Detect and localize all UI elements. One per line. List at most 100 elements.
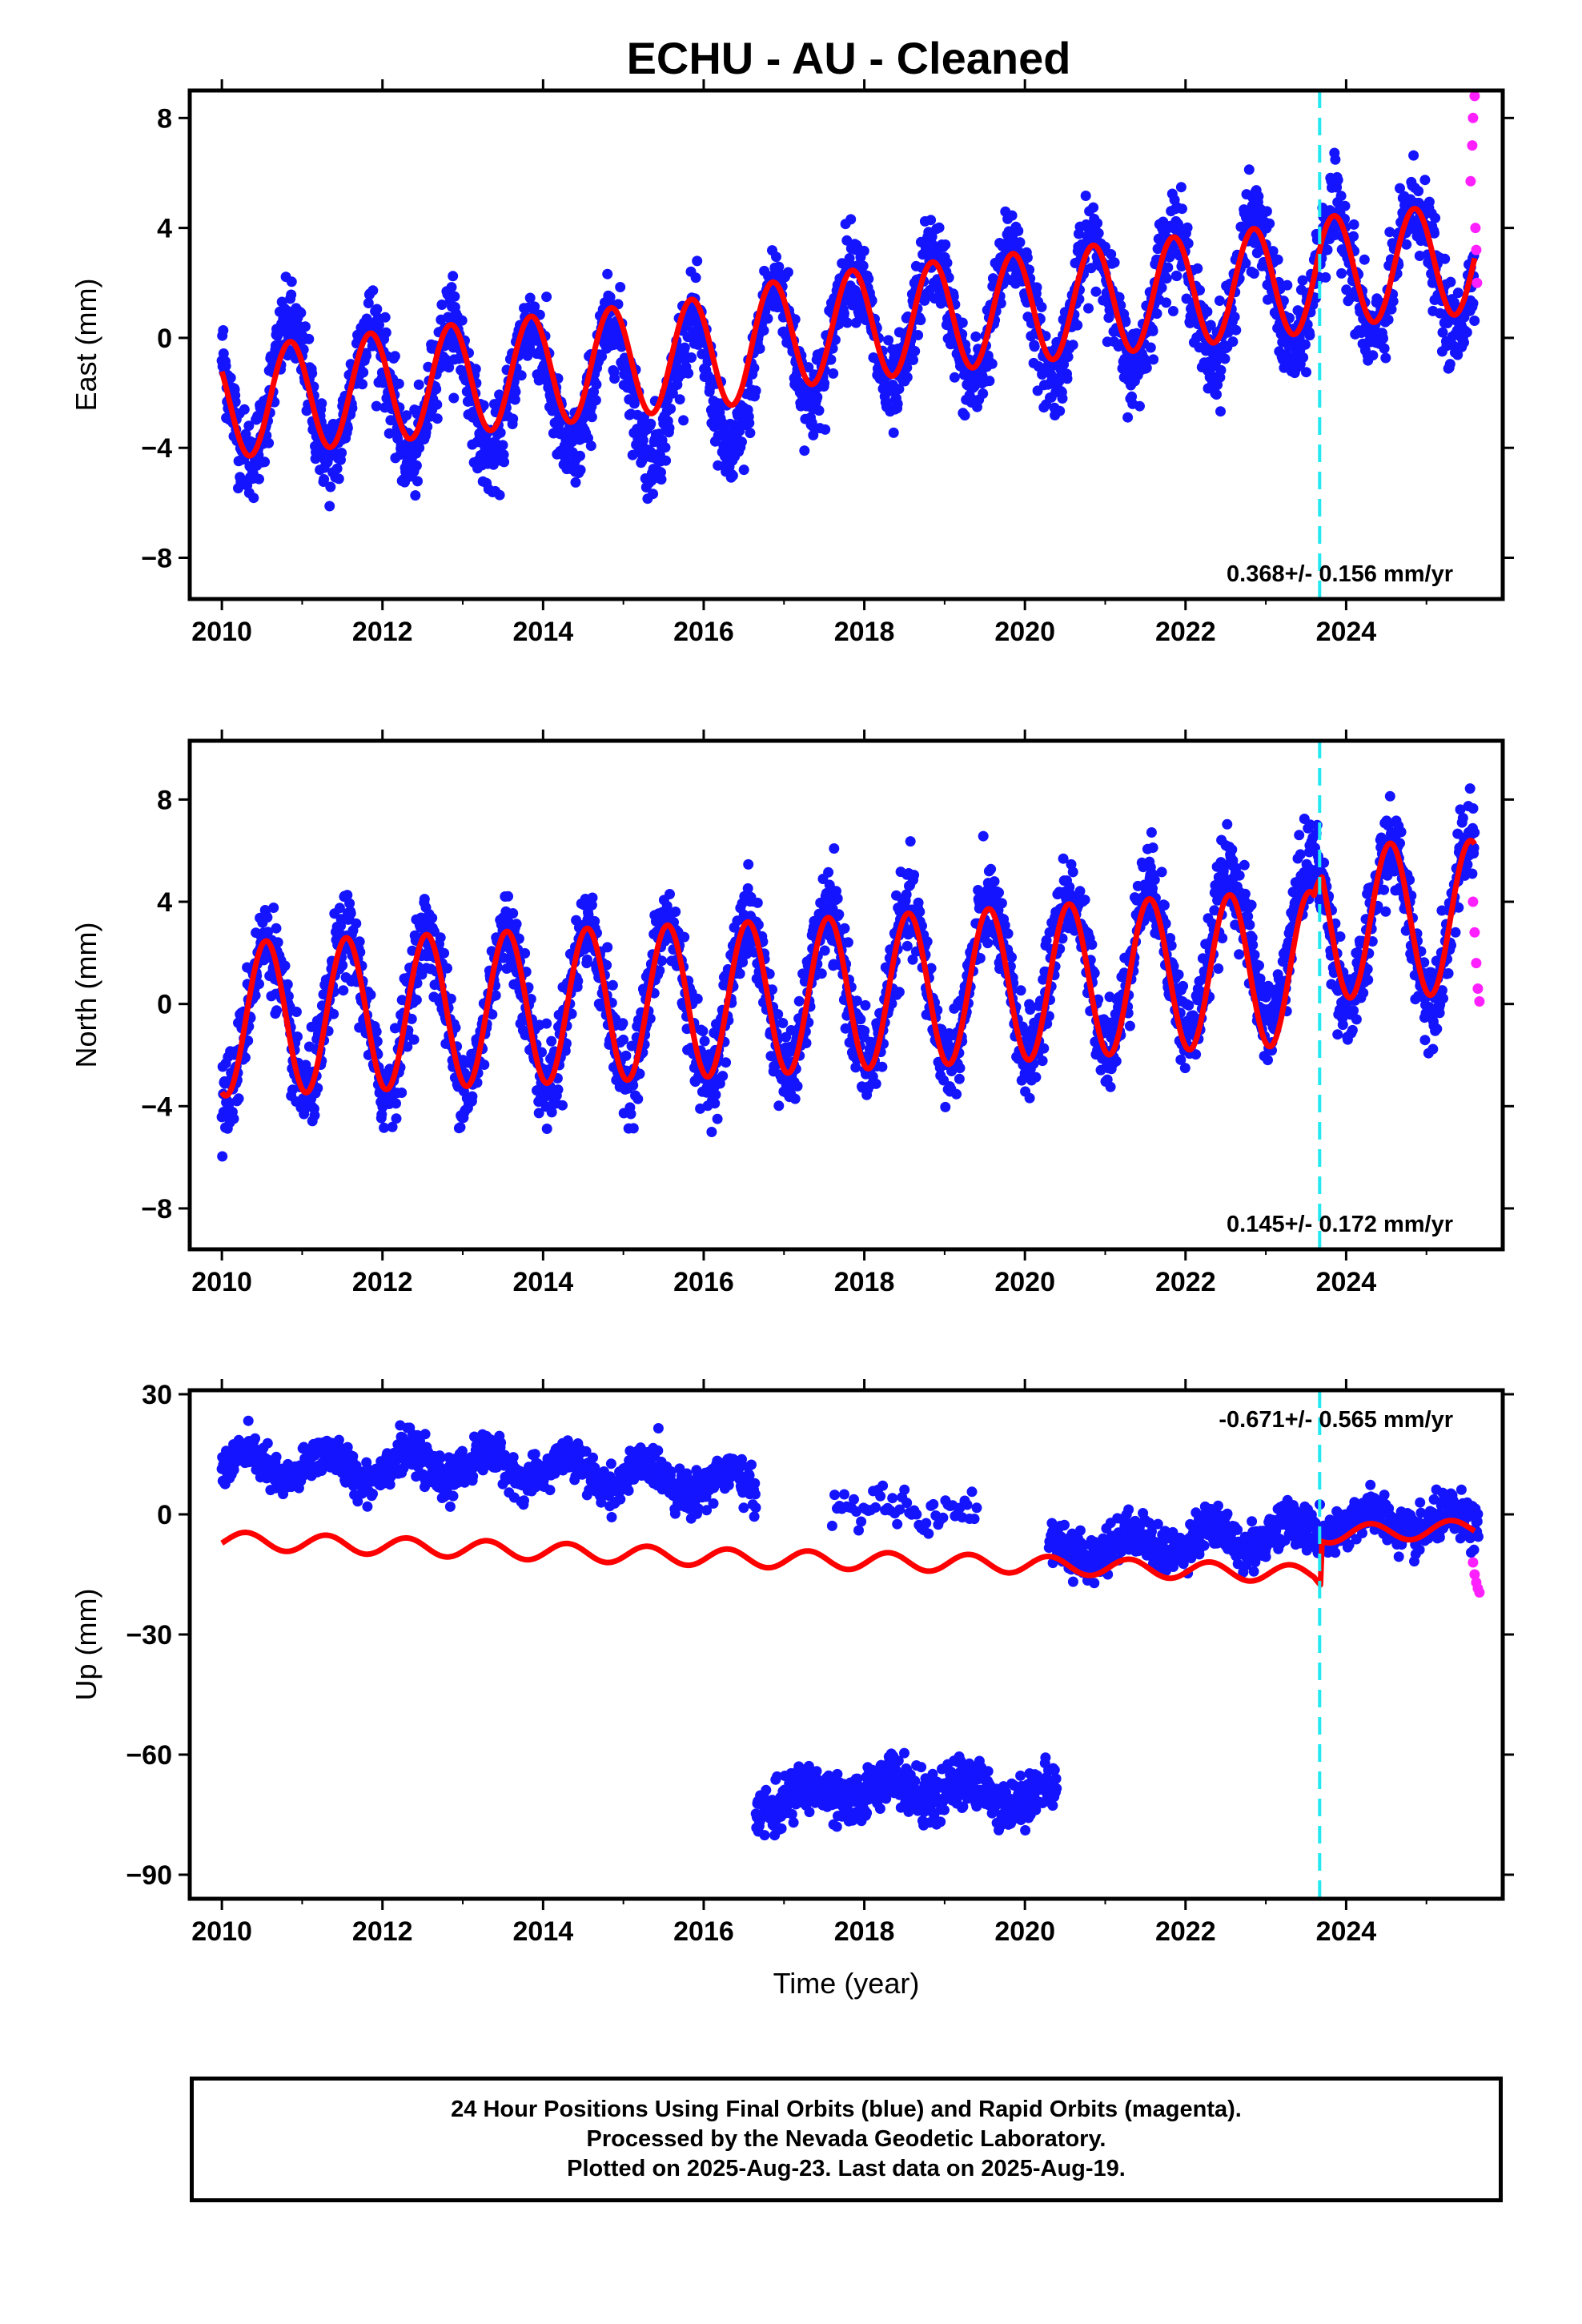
data-point — [338, 985, 349, 996]
data-point — [291, 1007, 302, 1017]
data-point — [279, 960, 291, 971]
data-point — [692, 993, 703, 1004]
data-point — [816, 968, 827, 979]
data-point — [1211, 389, 1222, 400]
data-point — [1336, 267, 1347, 279]
data-point — [1387, 296, 1399, 307]
data-point — [1093, 227, 1104, 239]
data-point — [645, 418, 656, 429]
data-point — [1401, 239, 1412, 250]
data-point — [686, 352, 697, 363]
data-point — [1177, 203, 1187, 215]
data-point — [888, 427, 899, 438]
data-point — [1330, 154, 1341, 165]
data-point — [1015, 985, 1026, 996]
data-point — [820, 424, 831, 435]
panel-north: 2010 2012 2014 2016 2018 2020 2022 2024−8−4048N… — [70, 730, 1514, 1297]
data-point — [439, 947, 450, 959]
data-point — [1054, 376, 1065, 387]
data-point — [263, 927, 273, 938]
data-point — [541, 1124, 552, 1134]
data-point — [1122, 412, 1134, 423]
data-point — [387, 1121, 398, 1132]
data-point — [1105, 1081, 1116, 1092]
data-point — [857, 260, 869, 271]
data-point — [745, 428, 756, 439]
data-point — [625, 1108, 636, 1120]
data-point — [391, 1098, 401, 1109]
data-point — [637, 435, 648, 446]
data-point — [799, 445, 810, 456]
data-point — [683, 368, 694, 379]
x-tick-label: 2020 — [994, 617, 1055, 647]
data-point — [1298, 352, 1309, 363]
data-point — [432, 413, 443, 424]
data-point — [782, 267, 793, 278]
x-tick-label: 2024 — [1316, 617, 1377, 647]
data-point — [351, 918, 362, 929]
data-point — [844, 253, 855, 263]
data-point — [710, 1089, 721, 1100]
data-point — [893, 384, 905, 395]
data-point — [954, 1073, 965, 1084]
data-point — [909, 346, 921, 356]
data-point — [217, 1151, 228, 1162]
data-point — [1029, 341, 1040, 352]
data-point — [978, 388, 989, 399]
data-point — [1359, 254, 1370, 265]
data-point — [819, 945, 830, 956]
data-point — [1469, 316, 1480, 326]
data-point — [995, 298, 1006, 309]
data-point — [1452, 349, 1464, 360]
data-point — [292, 1031, 303, 1042]
data-point — [749, 363, 760, 374]
data-point — [1248, 268, 1259, 279]
data-point — [596, 351, 608, 362]
data-point — [679, 931, 690, 943]
data-point — [1080, 191, 1091, 201]
data-point — [295, 308, 307, 319]
data-point — [271, 1005, 282, 1016]
data-point — [358, 367, 369, 378]
data-point — [828, 368, 839, 379]
data-point — [396, 1088, 408, 1098]
data-point — [1299, 339, 1311, 350]
data-point — [586, 412, 597, 423]
data-point — [1072, 320, 1083, 331]
data-point — [1383, 314, 1394, 325]
north-plot-area — [216, 741, 1485, 1249]
data-point — [829, 843, 840, 854]
data-point — [243, 420, 255, 432]
data-point — [813, 405, 825, 416]
data-point — [692, 255, 703, 267]
data-point — [1057, 393, 1068, 404]
data-point — [435, 932, 446, 943]
data-point — [1304, 330, 1315, 341]
data-point — [1092, 218, 1103, 229]
data-point — [1145, 342, 1156, 353]
data-point — [1031, 282, 1042, 293]
data-point — [841, 317, 853, 328]
data-point — [1147, 325, 1158, 336]
data-point — [436, 300, 448, 310]
data-point — [1231, 324, 1242, 336]
data-point — [590, 395, 601, 406]
east-rapid-orbit-points — [1465, 90, 1483, 288]
data-point — [1444, 359, 1456, 370]
data-point — [470, 364, 481, 375]
data-point — [263, 437, 275, 448]
data-point — [575, 464, 586, 476]
data-point — [312, 1083, 323, 1094]
data-point — [1110, 1055, 1122, 1067]
data-point — [1297, 275, 1308, 286]
y-tick-label: −4 — [141, 433, 172, 464]
data-point — [467, 1091, 478, 1102]
data-point — [1002, 928, 1014, 939]
data-point — [371, 1035, 383, 1047]
data-point — [239, 1052, 251, 1063]
data-point — [803, 362, 814, 373]
data-point — [1240, 258, 1251, 269]
data-point — [1437, 327, 1448, 338]
data-point — [240, 428, 251, 440]
data-point — [379, 1122, 390, 1133]
